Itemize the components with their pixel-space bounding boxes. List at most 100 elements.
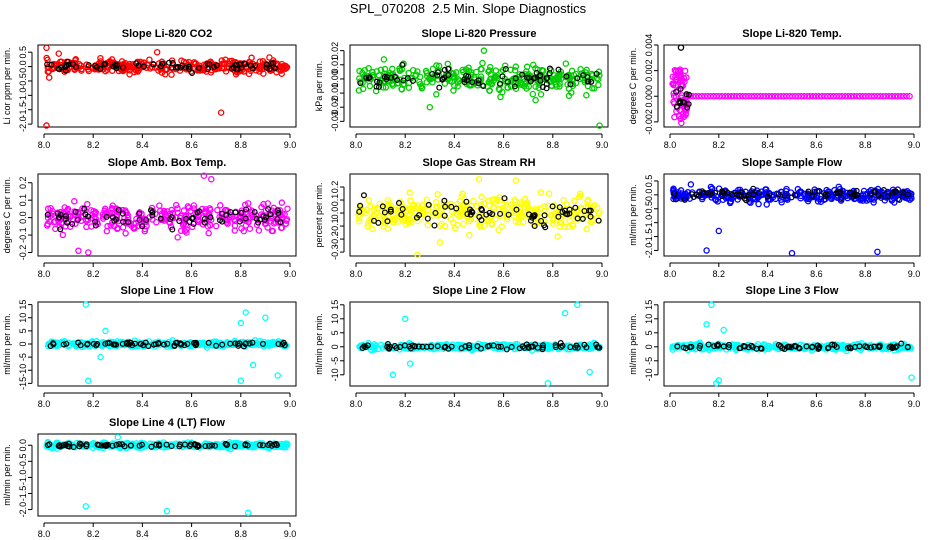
x-tick-label: 8.6 — [497, 399, 510, 409]
data-point — [745, 93, 752, 100]
plot-frame — [663, 44, 921, 128]
data-point — [676, 68, 683, 76]
data-point-black — [838, 194, 845, 201]
data-point — [368, 346, 375, 354]
panel-title: Slope Li-820 Pressure — [422, 28, 537, 40]
data-point — [220, 65, 228, 72]
x-tick-label: 9.0 — [284, 399, 297, 409]
data-point — [591, 202, 598, 209]
data-point-black — [115, 206, 122, 213]
data-point — [456, 198, 464, 205]
data-point — [462, 66, 470, 73]
data-point — [515, 218, 522, 226]
data-point-black — [196, 208, 203, 215]
data-point-black — [508, 344, 515, 351]
figure-title: SPL_070208 2.5 Min. Slope Diagnostics — [349, 1, 587, 16]
x-tick-label: 8.4 — [136, 399, 149, 409]
data-point — [265, 342, 273, 349]
data-point-black — [116, 441, 123, 448]
data-point — [862, 93, 869, 100]
data-point-black — [209, 442, 216, 449]
x-tick-label: 8.0 — [350, 399, 363, 409]
data-point-black — [749, 343, 756, 350]
data-point-black — [242, 215, 249, 222]
data-point — [459, 190, 466, 198]
data-point-black — [442, 203, 449, 210]
data-point — [71, 198, 78, 205]
data-point — [566, 217, 573, 224]
data-point-black — [54, 210, 61, 217]
data-point — [742, 93, 749, 100]
scatter-points — [355, 47, 603, 129]
data-point — [132, 67, 140, 74]
data-point — [547, 77, 554, 85]
data-point — [712, 196, 720, 204]
data-point — [707, 93, 714, 100]
data-point — [446, 77, 454, 85]
x-tick-label: 8.8 — [859, 399, 872, 409]
data-point — [146, 56, 153, 63]
data-point-black — [121, 443, 128, 450]
data-point-black — [112, 63, 119, 70]
data-point — [355, 87, 363, 94]
data-point-black — [588, 78, 595, 85]
data-point-black — [94, 341, 101, 348]
x-tick-label: 8.2 — [713, 140, 726, 150]
data-point-black — [483, 211, 490, 218]
data-point — [189, 223, 196, 231]
data-point — [488, 221, 496, 228]
data-point-black — [127, 442, 134, 449]
y-tick-label: 0.0 — [330, 207, 340, 220]
data-point-black — [173, 64, 180, 71]
outlier-point — [274, 372, 281, 379]
data-point — [479, 59, 486, 67]
data-point — [138, 210, 145, 217]
data-point-black — [524, 74, 531, 81]
data-point-black — [363, 74, 370, 81]
data-point-black — [161, 341, 168, 348]
data-point — [733, 93, 741, 100]
data-point-black — [556, 204, 563, 211]
data-point — [678, 119, 685, 127]
data-point-black — [222, 212, 229, 219]
data-point — [498, 223, 505, 230]
data-point-black — [232, 340, 239, 347]
data-point — [246, 225, 254, 232]
data-point-black — [671, 190, 678, 197]
data-point — [101, 205, 109, 213]
data-point-black — [683, 91, 690, 98]
data-point — [436, 239, 444, 246]
data-point-black — [567, 81, 574, 88]
x-tick-label: 8.0 — [664, 399, 677, 409]
data-point-black — [398, 211, 405, 218]
data-point-black — [539, 84, 546, 91]
data-point-black — [809, 343, 816, 350]
plot-frame — [663, 173, 921, 257]
data-point — [821, 93, 828, 100]
data-point-black — [563, 73, 570, 80]
y-tick-label: -1.5 — [18, 102, 28, 118]
data-point — [554, 233, 561, 240]
y-tick-label: 0.0 — [18, 211, 28, 224]
outlier-point — [97, 353, 104, 361]
y-tick-label: 0.2 — [330, 181, 340, 194]
data-point-black — [719, 189, 726, 196]
data-point-black — [139, 223, 146, 230]
data-point-black — [213, 342, 220, 349]
data-point — [853, 93, 861, 100]
data-point — [362, 209, 370, 217]
y-axis-label: degrees C per min. — [628, 48, 638, 125]
data-point — [52, 61, 59, 69]
data-point-black — [201, 215, 208, 222]
panel-2: Slope Li-820 Pressure 8.0 8.2 8.4 8.6 8.8 9.0 -… — [314, 28, 609, 150]
data-point-black — [92, 218, 99, 225]
x-tick-label: 8.0 — [38, 269, 51, 279]
data-point-black — [766, 190, 773, 197]
data-point-black — [531, 75, 538, 82]
data-point-black — [157, 215, 164, 222]
data-point — [185, 204, 192, 211]
data-point — [818, 93, 826, 100]
x-tick-label: 8.6 — [185, 140, 198, 150]
data-point-black — [736, 191, 743, 198]
